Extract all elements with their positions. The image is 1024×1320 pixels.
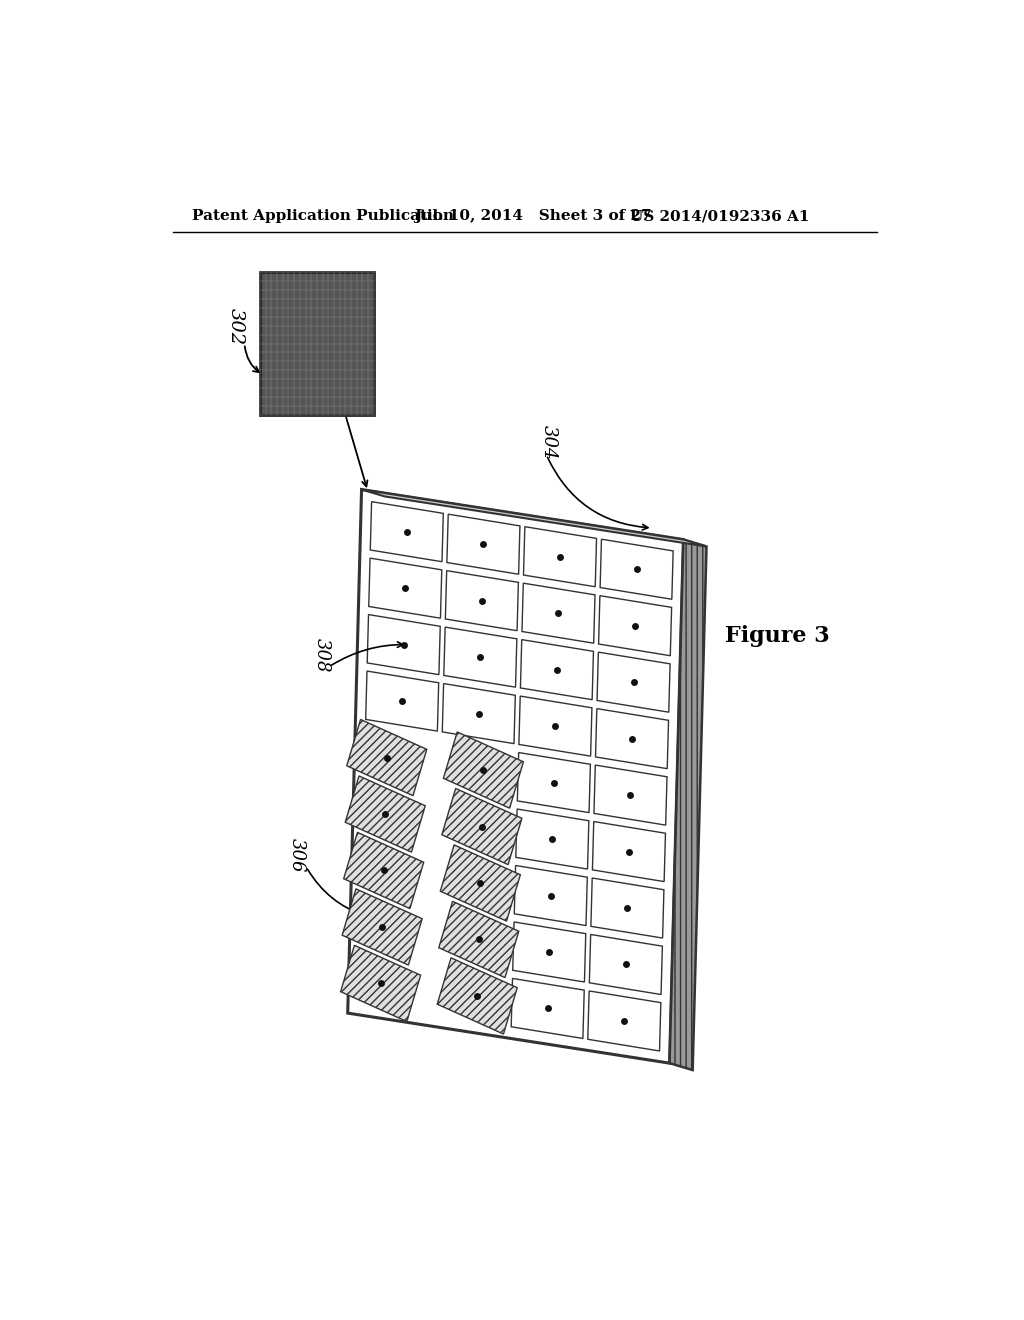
Polygon shape — [670, 540, 707, 1071]
Bar — [260, 272, 374, 414]
Polygon shape — [517, 752, 591, 813]
Polygon shape — [443, 627, 517, 688]
Polygon shape — [342, 888, 422, 965]
Text: US 2014/0192336 A1: US 2014/0192336 A1 — [630, 209, 809, 223]
Polygon shape — [361, 490, 707, 546]
Polygon shape — [594, 766, 667, 825]
Polygon shape — [371, 502, 443, 562]
Polygon shape — [369, 558, 441, 618]
Polygon shape — [516, 809, 589, 869]
Polygon shape — [442, 684, 515, 743]
Text: Figure 3: Figure 3 — [725, 624, 829, 647]
Polygon shape — [347, 719, 427, 796]
Text: 304: 304 — [540, 425, 558, 459]
Polygon shape — [443, 733, 523, 808]
Polygon shape — [523, 527, 597, 586]
Polygon shape — [519, 696, 592, 756]
Polygon shape — [437, 958, 517, 1034]
Polygon shape — [588, 991, 660, 1051]
Polygon shape — [520, 640, 594, 700]
Polygon shape — [513, 921, 586, 982]
Polygon shape — [348, 490, 683, 1063]
Polygon shape — [438, 902, 519, 978]
Polygon shape — [590, 935, 663, 994]
Polygon shape — [341, 945, 421, 1022]
Polygon shape — [442, 788, 522, 865]
Polygon shape — [591, 878, 664, 939]
Text: 308: 308 — [312, 638, 331, 672]
Polygon shape — [440, 845, 520, 921]
Polygon shape — [368, 615, 440, 675]
Text: Patent Application Publication: Patent Application Publication — [193, 209, 455, 223]
Polygon shape — [511, 978, 585, 1039]
Polygon shape — [344, 833, 424, 908]
Text: Jul. 10, 2014   Sheet 3 of 27: Jul. 10, 2014 Sheet 3 of 27 — [414, 209, 651, 223]
Text: 306: 306 — [288, 838, 306, 873]
Polygon shape — [596, 709, 669, 768]
Polygon shape — [445, 570, 518, 631]
Polygon shape — [514, 866, 588, 925]
Polygon shape — [446, 515, 520, 574]
Polygon shape — [600, 539, 673, 599]
Text: 302: 302 — [226, 308, 245, 345]
Polygon shape — [366, 671, 438, 731]
Polygon shape — [522, 583, 595, 643]
Polygon shape — [593, 821, 666, 882]
Polygon shape — [597, 652, 670, 713]
Polygon shape — [345, 776, 425, 853]
Polygon shape — [599, 595, 672, 656]
